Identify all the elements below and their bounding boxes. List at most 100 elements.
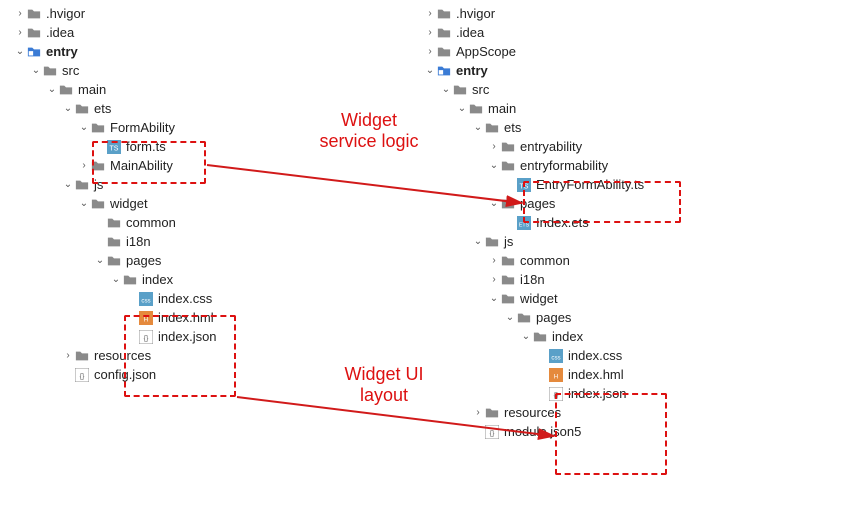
chevron-down-icon: ⌄ — [504, 308, 516, 327]
tree-row[interactable]: ⌄ pages — [424, 308, 684, 327]
tree-row[interactable]: ›MainAbility — [14, 156, 254, 175]
tree-row[interactable]: ·common — [14, 213, 254, 232]
chevron-down-icon: ⌄ — [488, 289, 500, 308]
tree-item-label: js — [502, 232, 513, 251]
tree-row[interactable]: ›resources — [424, 403, 684, 422]
tree-row[interactable]: ·i18n — [14, 232, 254, 251]
module-folder-icon — [436, 63, 452, 79]
chevron-down-icon: ⌄ — [62, 175, 74, 194]
tree-row[interactable]: ›.idea — [424, 23, 684, 42]
folder-icon — [74, 101, 90, 117]
tree-row[interactable]: ›common — [424, 251, 684, 270]
chevron-down-icon: ⌄ — [472, 118, 484, 137]
svg-text:TS: TS — [110, 145, 119, 152]
folder-icon — [74, 177, 90, 193]
tree-row[interactable]: ·{}index.json — [14, 327, 254, 346]
svg-text:H: H — [144, 316, 148, 323]
hml-file-icon: H — [138, 310, 154, 326]
tree-row[interactable]: ⌄js — [424, 232, 684, 251]
tree-row[interactable]: ⌄ pages — [14, 251, 254, 270]
tree-row[interactable]: ·Hindex.hml — [424, 365, 684, 384]
tree-row[interactable]: ⌄ js — [14, 175, 254, 194]
tree-row[interactable]: ·ETSIndex.ets — [424, 213, 684, 232]
chevron-down-icon: ⌄ — [488, 194, 500, 213]
tree-item-label: pages — [534, 308, 571, 327]
tree-row[interactable]: ›entryability — [424, 137, 684, 156]
folder-icon — [500, 272, 516, 288]
tree-row[interactable]: ⌄src — [424, 80, 684, 99]
tree-row[interactable]: ›.idea — [14, 23, 254, 42]
tree-item-label: index.json — [156, 327, 217, 346]
tree-row[interactable]: ⌄index — [424, 327, 684, 346]
svg-text:css: css — [551, 354, 560, 361]
tree-row[interactable]: ⌄main — [14, 80, 254, 99]
tree-item-label: index.css — [156, 289, 212, 308]
tree-row[interactable]: ⌄src — [14, 61, 254, 80]
tree-row[interactable]: ⌄pages — [424, 194, 684, 213]
tree-row[interactable]: ⌄FormAbility — [14, 118, 254, 137]
json-file-icon: {} — [484, 424, 500, 440]
tree-row[interactable]: ⌄ets — [424, 118, 684, 137]
tree-row[interactable]: ·{}config.json — [14, 365, 254, 384]
tree-row[interactable]: ›.hvigor — [14, 4, 254, 23]
chevron-right-icon: › — [78, 156, 90, 175]
tree-item-label: pages — [124, 251, 161, 270]
tree-row[interactable]: ›.hvigor — [424, 4, 684, 23]
tree-row[interactable]: ⌄entry — [424, 61, 684, 80]
tree-item-label: AppScope — [454, 42, 516, 61]
tree-item-label: main — [486, 99, 516, 118]
tree-row[interactable]: ⌄entryformability — [424, 156, 684, 175]
tree-row[interactable]: › resources — [14, 346, 254, 365]
chevron-down-icon: ⌄ — [520, 327, 532, 346]
tree-row[interactable]: ⌄widget — [424, 289, 684, 308]
tree-row[interactable]: ⌄entry — [14, 42, 254, 61]
project-tree-left: ›.hvigor ›.idea ⌄entry ⌄src ⌄main ⌄ets ⌄… — [14, 4, 254, 384]
tree-item-label: index.css — [566, 346, 622, 365]
chevron-down-icon: ⌄ — [62, 99, 74, 118]
chevron-down-icon: ⌄ — [94, 251, 106, 270]
folder-icon — [484, 405, 500, 421]
svg-text:{}: {} — [490, 430, 495, 437]
tree-item-label: resources — [92, 346, 151, 365]
tree-row[interactable]: ·{}index.json — [424, 384, 684, 403]
folder-icon — [468, 101, 484, 117]
folder-icon — [436, 6, 452, 22]
tree-item-label: js — [92, 175, 103, 194]
tree-row[interactable]: ·{}module.json5 — [424, 422, 684, 441]
ts-file-icon: TS — [516, 177, 532, 193]
tree-item-label: module.json5 — [502, 422, 581, 441]
module-folder-icon — [26, 44, 42, 60]
tree-row[interactable]: ·TSEntryFormAbility.ts — [424, 175, 684, 194]
tree-row[interactable]: ·TSform.ts — [14, 137, 254, 156]
tree-row[interactable]: ⌄ets — [14, 99, 254, 118]
chevron-right-icon: › — [62, 346, 74, 365]
tree-item-label: .idea — [44, 23, 74, 42]
folder-icon — [90, 196, 106, 212]
project-tree-right: ›.hvigor ›.idea ›AppScope ⌄entry ⌄src ⌄m… — [424, 4, 684, 441]
tree-item-label: src — [60, 61, 79, 80]
tree-item-label: i18n — [124, 232, 151, 251]
tree-row[interactable]: ·Hindex.hml — [14, 308, 254, 327]
chevron-right-icon: › — [488, 137, 500, 156]
tree-row[interactable]: ⌄widget — [14, 194, 254, 213]
tree-item-label: form.ts — [124, 137, 166, 156]
tree-item-label: common — [124, 213, 176, 232]
tree-row[interactable]: ·cssindex.css — [424, 346, 684, 365]
chevron-down-icon: ⌄ — [424, 61, 436, 80]
folder-icon — [484, 120, 500, 136]
tree-row[interactable]: ⌄index — [14, 270, 254, 289]
tree-item-label: src — [470, 80, 489, 99]
folder-icon — [106, 253, 122, 269]
svg-text:ETS: ETS — [519, 222, 530, 228]
tree-item-label: entry — [44, 42, 78, 61]
tree-item-label: index.json — [566, 384, 627, 403]
folder-icon — [500, 139, 516, 155]
tree-row[interactable]: ›i18n — [424, 270, 684, 289]
tree-row[interactable]: ·cssindex.css — [14, 289, 254, 308]
tree-row[interactable]: ⌄main — [424, 99, 684, 118]
chevron-down-icon: ⌄ — [46, 80, 58, 99]
folder-icon — [106, 234, 122, 250]
folder-icon — [500, 158, 516, 174]
tree-item-label: EntryFormAbility.ts — [534, 175, 644, 194]
tree-row[interactable]: ›AppScope — [424, 42, 684, 61]
